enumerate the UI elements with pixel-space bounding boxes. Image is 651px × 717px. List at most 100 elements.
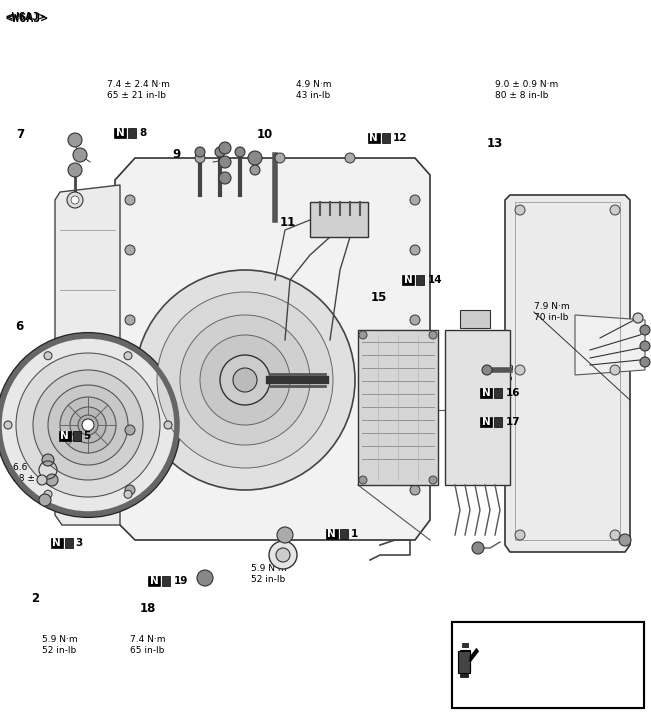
Circle shape (124, 490, 132, 498)
Circle shape (429, 476, 437, 484)
Circle shape (359, 476, 367, 484)
Polygon shape (115, 158, 430, 540)
Circle shape (633, 313, 643, 323)
Circle shape (359, 331, 367, 339)
Circle shape (619, 534, 631, 546)
Circle shape (197, 570, 213, 586)
Circle shape (276, 548, 290, 562)
Circle shape (157, 292, 333, 468)
Circle shape (248, 151, 262, 165)
Bar (163, 576, 171, 586)
Circle shape (48, 385, 128, 465)
Circle shape (220, 355, 270, 405)
Bar (480, 417, 492, 427)
Circle shape (410, 245, 420, 255)
Circle shape (39, 494, 51, 506)
Bar (59, 431, 70, 441)
Circle shape (37, 475, 47, 485)
Circle shape (219, 156, 231, 168)
Circle shape (135, 270, 355, 490)
Bar (480, 388, 492, 398)
Text: N: N (482, 417, 491, 427)
Bar (445, 330, 510, 485)
Circle shape (0, 333, 180, 517)
Circle shape (275, 153, 285, 163)
Circle shape (482, 365, 492, 375)
Circle shape (44, 352, 52, 360)
Bar (382, 133, 390, 143)
Circle shape (610, 205, 620, 215)
Text: 5.9 N·m
52 in-lb: 5.9 N·m 52 in-lb (42, 635, 78, 655)
Text: 6.6 ± 1.0 N·m
58 ± 9 in-lb: 6.6 ± 1.0 N·m 58 ± 9 in-lb (13, 463, 76, 483)
Circle shape (219, 172, 231, 184)
Circle shape (515, 205, 525, 215)
Text: <W6AJ>: <W6AJ> (5, 12, 46, 22)
Circle shape (215, 147, 225, 157)
Circle shape (164, 421, 172, 429)
Polygon shape (505, 195, 630, 552)
Bar (458, 651, 471, 673)
Circle shape (68, 163, 82, 177)
Text: N: N (60, 431, 69, 441)
Bar (402, 275, 414, 285)
Text: 16: 16 (505, 388, 520, 398)
Circle shape (125, 425, 135, 435)
Bar (368, 133, 380, 143)
Text: 9: 9 (173, 148, 181, 161)
Circle shape (68, 133, 82, 147)
Text: 13: 13 (487, 137, 503, 150)
Circle shape (4, 421, 12, 429)
Polygon shape (575, 315, 645, 375)
Circle shape (124, 352, 132, 360)
Bar (495, 388, 503, 398)
Circle shape (410, 195, 420, 205)
Text: 11: 11 (280, 216, 296, 229)
Text: 4: 4 (39, 440, 48, 452)
Circle shape (71, 196, 79, 204)
Circle shape (640, 357, 650, 367)
Text: APPLY AUTOMATIC
TRANSMISSION FLUID
TO ALL MOVING PARTS
BEFORE INSTALLATION.: APPLY AUTOMATIC TRANSMISSION FLUID TO AL… (480, 643, 590, 688)
Bar (114, 128, 126, 138)
Circle shape (195, 147, 205, 157)
Circle shape (233, 368, 257, 392)
Text: 7: 7 (16, 128, 24, 141)
Circle shape (429, 331, 437, 339)
Bar (148, 576, 160, 586)
Circle shape (42, 454, 54, 466)
Text: 19: 19 (173, 576, 187, 586)
Circle shape (125, 245, 135, 255)
Circle shape (180, 315, 310, 445)
Text: 7.4 N·m
65 in-lb: 7.4 N·m 65 in-lb (130, 635, 166, 655)
Circle shape (16, 353, 160, 497)
Bar (460, 650, 471, 673)
Bar (452, 622, 644, 708)
Bar (128, 128, 136, 138)
Bar (495, 417, 503, 427)
Text: 2: 2 (31, 592, 39, 605)
Bar (460, 673, 469, 678)
Text: 1: 1 (350, 529, 358, 539)
Text: 10: 10 (257, 128, 273, 141)
Text: <W6AJ>: <W6AJ> (5, 12, 48, 25)
Polygon shape (55, 185, 120, 525)
Circle shape (515, 365, 525, 375)
Circle shape (60, 397, 116, 453)
Bar (65, 538, 73, 549)
Bar (358, 330, 438, 485)
Circle shape (73, 148, 87, 162)
Text: 7.9 N·m
70 in-lb: 7.9 N·m 70 in-lb (478, 363, 514, 383)
Bar (462, 643, 469, 647)
Bar (51, 538, 62, 549)
Circle shape (78, 415, 98, 435)
Circle shape (410, 425, 420, 435)
Text: 0: 0 (420, 424, 428, 437)
Text: N: N (369, 133, 378, 143)
Bar (73, 431, 81, 441)
Circle shape (125, 195, 135, 205)
Circle shape (277, 527, 293, 543)
Text: N: N (327, 529, 336, 539)
Circle shape (125, 315, 135, 325)
Bar (310, 202, 368, 237)
Text: 17: 17 (505, 417, 520, 427)
Bar (326, 529, 337, 539)
